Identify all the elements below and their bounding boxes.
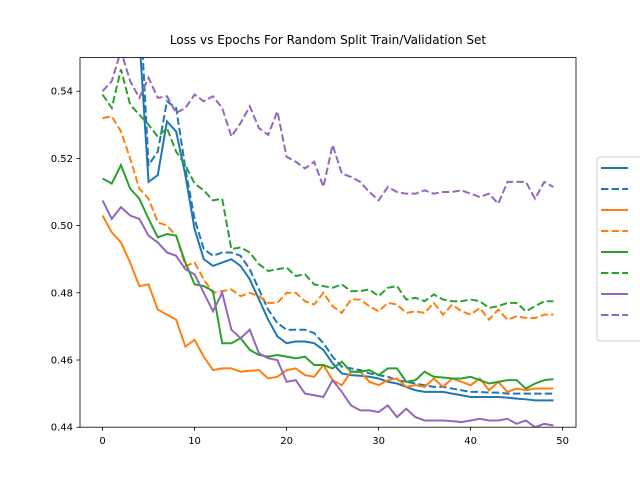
y-tick-label: 0.48 [51, 288, 73, 299]
y-tick-label: 0.52 [51, 154, 73, 165]
x-tick-label: 50 [556, 436, 569, 447]
series-line [101, 69, 554, 313]
series-line [102, 162, 554, 390]
x-tick-label: 0 [99, 436, 105, 447]
plot-area [101, 57, 554, 428]
x-tick-label: 30 [372, 436, 385, 447]
axes-frame [79, 57, 577, 428]
x-tick-label: 10 [188, 436, 201, 447]
legend-box [596, 156, 640, 342]
y-tick-label: 0.44 [51, 423, 73, 434]
chart-title: Loss vs Epochs For Random Split Train/Va… [170, 33, 487, 47]
y-tick-label: 0.54 [51, 87, 73, 98]
series-line [141, 57, 554, 395]
series-line [139, 57, 554, 402]
series-line [101, 57, 554, 206]
y-tick-label: 0.50 [51, 221, 73, 232]
series-line [101, 199, 554, 428]
x-tick-label: 20 [280, 436, 293, 447]
y-tick-label: 0.46 [51, 356, 73, 367]
x-tick-label: 40 [464, 436, 477, 447]
